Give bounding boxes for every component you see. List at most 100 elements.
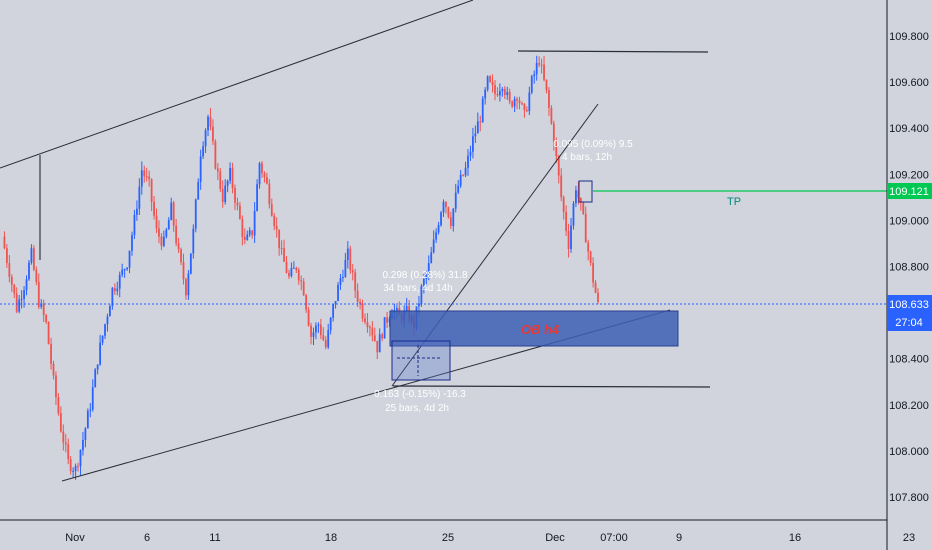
candle-body (104, 324, 106, 336)
time-tick-label: 6 (144, 532, 150, 544)
candle-body (467, 155, 469, 168)
candle-body (64, 442, 67, 445)
candle-body (241, 218, 244, 237)
candle-body (538, 63, 541, 65)
candle-body (165, 229, 168, 237)
plot-area[interactable] (0, 0, 887, 520)
time-tick-label: Dec (545, 532, 565, 544)
candle-body (462, 174, 465, 176)
candle-body (145, 176, 148, 178)
price-tick-label: 109.000 (889, 215, 929, 227)
candle-body (579, 197, 582, 203)
candle-body (150, 179, 153, 203)
current-price-tag (887, 295, 932, 331)
candle-body (589, 251, 592, 263)
candle-body (67, 444, 70, 460)
candle-body (555, 144, 558, 157)
candle-body (256, 184, 258, 211)
price-tick-label: 109.200 (889, 169, 929, 181)
candle-body (52, 363, 55, 376)
candle-body (307, 309, 310, 326)
candle-body (501, 88, 504, 92)
price-axis[interactable]: 109.800 109.600 109.400 109.200 109.000 108.8… (889, 31, 929, 504)
candle-body (373, 335, 376, 341)
candle-body (484, 89, 487, 99)
candle-body (292, 267, 295, 269)
candle-body (496, 94, 499, 96)
candle-body (89, 409, 92, 411)
time-axis[interactable]: Nov 6 11 18 25 Dec 07:00 9 16 23 (65, 532, 915, 544)
ob-h4-zone[interactable] (389, 310, 679, 347)
price-tick-label: 108.200 (889, 400, 929, 412)
candle-body (395, 307, 398, 311)
candle-body (113, 287, 116, 292)
candle-body (432, 239, 435, 253)
swing-low-line[interactable] (392, 385, 711, 388)
candle-body (427, 263, 430, 274)
candle-body (251, 230, 254, 236)
price-tick-label: 108.800 (889, 262, 929, 274)
candle-body (15, 293, 18, 312)
candle-body (523, 103, 526, 111)
candle-body (305, 295, 308, 310)
candle-body (23, 290, 25, 299)
time-tick-label: Nov (65, 532, 85, 544)
current-price-text: 108.633 (889, 299, 929, 311)
candle-body (162, 236, 165, 246)
candle-body (302, 281, 305, 296)
candle-body (508, 91, 511, 102)
candle-body (209, 116, 212, 127)
candle-body (437, 225, 440, 233)
candle-body (530, 76, 533, 93)
candle-body (121, 269, 124, 275)
candle-body (472, 136, 474, 152)
candle-body (226, 180, 229, 186)
candle-body (187, 273, 190, 296)
candle-body (270, 204, 273, 216)
candle-body (540, 64, 543, 66)
candle-body (567, 230, 570, 249)
candle-body (570, 225, 572, 249)
swing-high-line[interactable] (517, 50, 709, 53)
candle-body (425, 273, 428, 280)
time-tick-label: 11 (209, 532, 220, 544)
candle-body (552, 123, 555, 145)
candle-body (160, 236, 163, 246)
tp-label: TP (727, 196, 741, 208)
candle-body (575, 190, 577, 204)
candle-body (528, 92, 531, 112)
candle-body (202, 146, 205, 157)
candle-body (543, 64, 545, 80)
candle-body (131, 235, 133, 251)
candle-body (364, 318, 366, 323)
measure-right-line1: 0.095 (0.09%) 9.5 (553, 139, 633, 150)
candle-body (354, 272, 357, 291)
price-tick-label: 109.400 (889, 123, 929, 135)
candle-body (516, 98, 518, 101)
candle-body (587, 242, 590, 252)
candle-body (194, 199, 197, 229)
candle-body (597, 292, 599, 302)
candle-body (248, 230, 251, 235)
candle-body (118, 274, 121, 289)
tp-price-text: 109.121 (889, 186, 929, 198)
candle-body (170, 202, 173, 221)
candle-body (158, 228, 160, 237)
candle-body (584, 213, 587, 243)
measure-small-box[interactable] (578, 180, 593, 203)
candle-body (381, 334, 384, 339)
channel-upper-trendline[interactable] (0, 0, 474, 169)
candle-body (565, 211, 568, 231)
candle-body (82, 439, 84, 451)
time-tick-label: 16 (789, 532, 801, 544)
candle-body (283, 248, 285, 262)
candle-body (285, 261, 288, 273)
measure-box[interactable] (391, 340, 451, 381)
time-tick-label: 25 (442, 532, 454, 544)
price-tick-label: 108.400 (889, 354, 929, 366)
candle-body (454, 192, 457, 209)
price-tick-label: 108.000 (889, 446, 929, 458)
candle-body (221, 188, 224, 203)
